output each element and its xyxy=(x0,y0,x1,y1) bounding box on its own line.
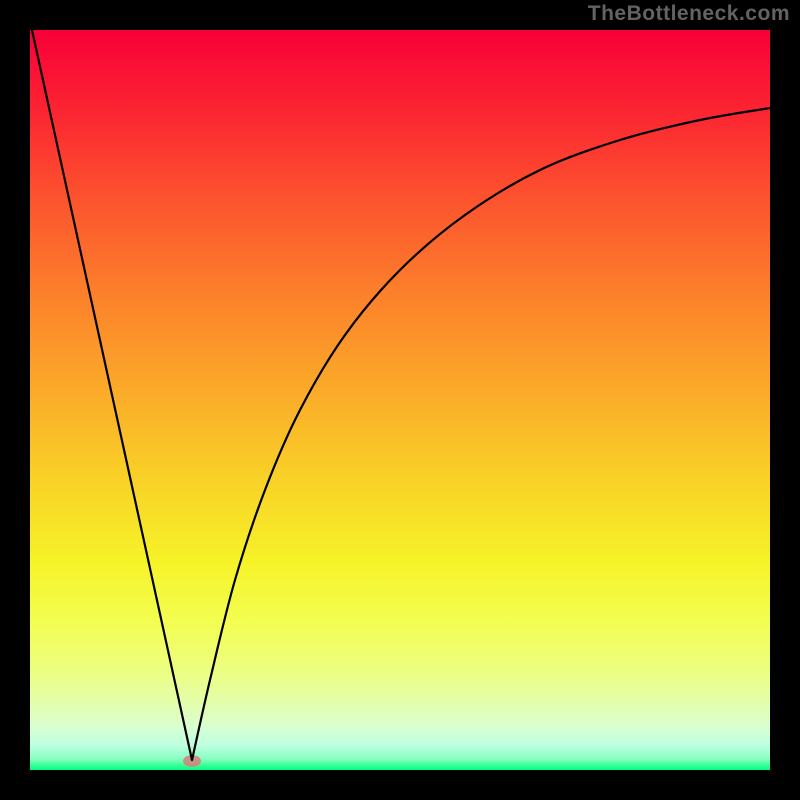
watermark-text: TheBottleneck.com xyxy=(588,2,790,26)
chart-plot-background xyxy=(30,30,770,770)
bottleneck-chart xyxy=(0,0,800,800)
chart-container: TheBottleneck.com xyxy=(0,0,800,800)
